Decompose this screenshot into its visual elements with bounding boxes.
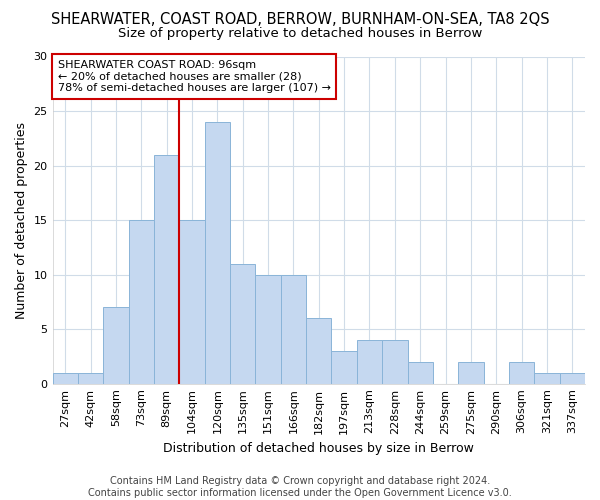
Bar	[534, 373, 560, 384]
Y-axis label: Number of detached properties: Number of detached properties	[15, 122, 28, 318]
Bar	[357, 340, 382, 384]
Bar	[154, 154, 179, 384]
Bar	[407, 362, 433, 384]
Bar	[230, 264, 256, 384]
Bar	[256, 274, 281, 384]
Text: Size of property relative to detached houses in Berrow: Size of property relative to detached ho…	[118, 28, 482, 40]
Bar	[458, 362, 484, 384]
Bar	[128, 220, 154, 384]
Bar	[331, 351, 357, 384]
Bar	[53, 373, 78, 384]
Text: SHEARWATER COAST ROAD: 96sqm
← 20% of detached houses are smaller (28)
78% of se: SHEARWATER COAST ROAD: 96sqm ← 20% of de…	[58, 60, 331, 93]
Text: SHEARWATER, COAST ROAD, BERROW, BURNHAM-ON-SEA, TA8 2QS: SHEARWATER, COAST ROAD, BERROW, BURNHAM-…	[50, 12, 550, 28]
Bar	[78, 373, 103, 384]
Text: Contains HM Land Registry data © Crown copyright and database right 2024.
Contai: Contains HM Land Registry data © Crown c…	[88, 476, 512, 498]
Bar	[560, 373, 585, 384]
Bar	[103, 308, 128, 384]
Bar	[509, 362, 534, 384]
Bar	[205, 122, 230, 384]
Bar	[281, 274, 306, 384]
Bar	[306, 318, 331, 384]
X-axis label: Distribution of detached houses by size in Berrow: Distribution of detached houses by size …	[163, 442, 474, 455]
Bar	[382, 340, 407, 384]
Bar	[179, 220, 205, 384]
